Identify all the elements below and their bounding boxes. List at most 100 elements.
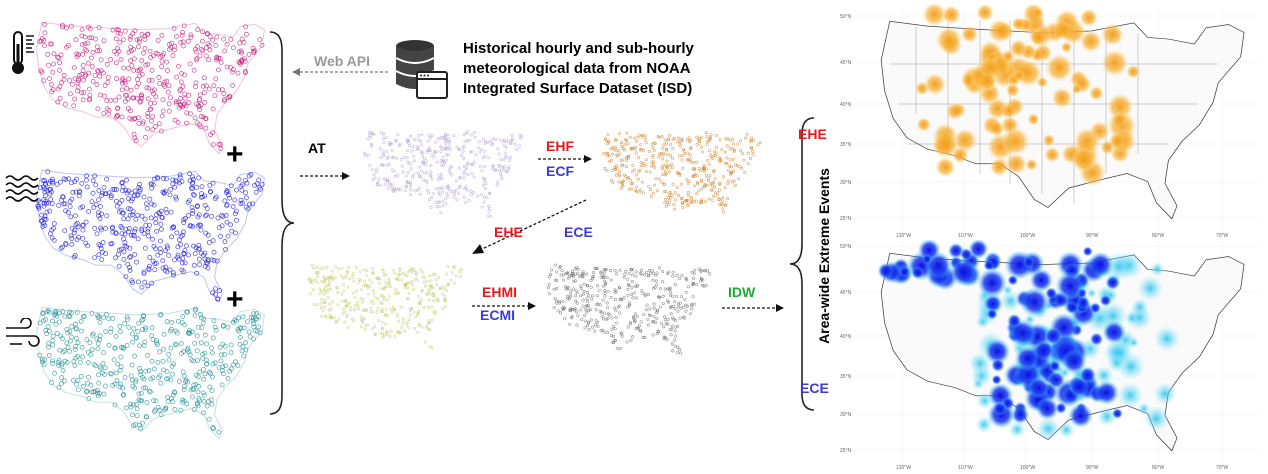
station-dot bbox=[682, 305, 686, 309]
station-dot bbox=[376, 180, 380, 184]
station-dot bbox=[183, 215, 188, 221]
station-dot bbox=[386, 155, 390, 159]
station-dot bbox=[132, 115, 138, 121]
station-dot bbox=[374, 169, 378, 173]
station-dot bbox=[230, 82, 236, 88]
event-density-blob bbox=[977, 268, 1008, 298]
station-dot bbox=[675, 351, 679, 355]
station-dot bbox=[667, 196, 671, 200]
station-dot bbox=[73, 37, 79, 42]
station-dot bbox=[141, 194, 147, 200]
station-dot bbox=[139, 284, 145, 290]
station-dot bbox=[495, 183, 499, 187]
station-dot bbox=[101, 38, 107, 44]
station-dot bbox=[225, 188, 231, 194]
station-dot bbox=[252, 182, 258, 188]
station-dot bbox=[193, 49, 199, 55]
station-dot bbox=[587, 328, 591, 332]
station-dot bbox=[618, 311, 622, 315]
station-dot bbox=[54, 181, 60, 187]
station-dot bbox=[127, 36, 133, 42]
station-dot bbox=[92, 173, 98, 179]
event-density-blob bbox=[983, 294, 1003, 313]
station-dot bbox=[708, 149, 712, 153]
station-dot bbox=[630, 292, 634, 296]
station-dot bbox=[145, 226, 151, 232]
station-dot bbox=[238, 201, 244, 207]
station-dot bbox=[57, 67, 63, 73]
station-dot bbox=[128, 44, 134, 50]
station-dot bbox=[677, 194, 680, 198]
station-dot bbox=[188, 32, 194, 38]
station-dot bbox=[657, 135, 661, 139]
station-dot bbox=[605, 301, 609, 305]
station-dot bbox=[445, 192, 449, 196]
longitude-tick-label: 110°W bbox=[958, 233, 973, 239]
station-dot bbox=[673, 344, 677, 348]
station-dot bbox=[575, 291, 579, 295]
station-dot bbox=[182, 384, 187, 390]
station-dot bbox=[444, 158, 448, 162]
station-dot bbox=[73, 355, 79, 361]
station-dot bbox=[307, 277, 311, 281]
station-dot bbox=[81, 314, 86, 320]
station-dot bbox=[607, 140, 611, 144]
station-dot bbox=[626, 156, 630, 160]
station-dot bbox=[86, 86, 92, 92]
station-dot bbox=[614, 138, 617, 142]
station-dot bbox=[192, 307, 198, 313]
station-dot bbox=[114, 203, 120, 209]
station-dot bbox=[164, 78, 170, 84]
station-dot bbox=[673, 318, 677, 322]
station-dot bbox=[122, 321, 128, 326]
station-dot bbox=[315, 303, 319, 307]
station-dot bbox=[674, 325, 678, 329]
station-dot bbox=[128, 206, 133, 212]
station-dot bbox=[200, 320, 206, 326]
station-dot bbox=[619, 140, 623, 144]
station-dot bbox=[204, 341, 210, 347]
station-dot bbox=[382, 287, 386, 291]
station-dot bbox=[79, 33, 85, 39]
station-dot bbox=[733, 183, 737, 187]
station-dot bbox=[99, 211, 104, 217]
station-dot bbox=[160, 358, 166, 364]
station-dot bbox=[232, 317, 238, 323]
station-dot bbox=[321, 266, 325, 270]
latitude-tick-label: 35°N bbox=[840, 142, 852, 148]
web-api-label: Web API bbox=[314, 53, 371, 69]
station-dot bbox=[138, 369, 143, 375]
station-dot bbox=[677, 136, 681, 140]
station-dot bbox=[662, 325, 666, 329]
station-dot bbox=[439, 149, 443, 153]
station-dot bbox=[354, 304, 358, 307]
station-dot bbox=[184, 120, 189, 126]
station-dot bbox=[97, 204, 103, 209]
station-dot bbox=[505, 169, 509, 173]
station-dot bbox=[392, 169, 396, 173]
station-dot bbox=[386, 314, 390, 318]
station-dot bbox=[37, 352, 43, 358]
station-dot bbox=[571, 271, 575, 275]
station-dot bbox=[204, 361, 209, 367]
station-dot bbox=[676, 309, 680, 313]
station-dot bbox=[205, 31, 210, 37]
station-dot bbox=[190, 174, 195, 180]
station-dot bbox=[218, 358, 224, 364]
station-dot bbox=[121, 249, 127, 255]
station-dot bbox=[433, 140, 437, 144]
station-dot bbox=[378, 156, 382, 160]
station-dot bbox=[342, 289, 346, 293]
station-dot bbox=[437, 173, 441, 177]
station-dot bbox=[56, 202, 62, 208]
database-window-icon bbox=[395, 40, 448, 99]
station-dot bbox=[704, 167, 708, 171]
station-dot bbox=[690, 302, 694, 306]
station-dot bbox=[175, 254, 181, 260]
station-dot bbox=[196, 175, 202, 181]
station-dot bbox=[342, 283, 346, 287]
event-density-blob bbox=[1065, 300, 1079, 315]
station-dot bbox=[47, 76, 52, 82]
station-dot bbox=[626, 325, 630, 329]
station-dot bbox=[476, 146, 480, 150]
